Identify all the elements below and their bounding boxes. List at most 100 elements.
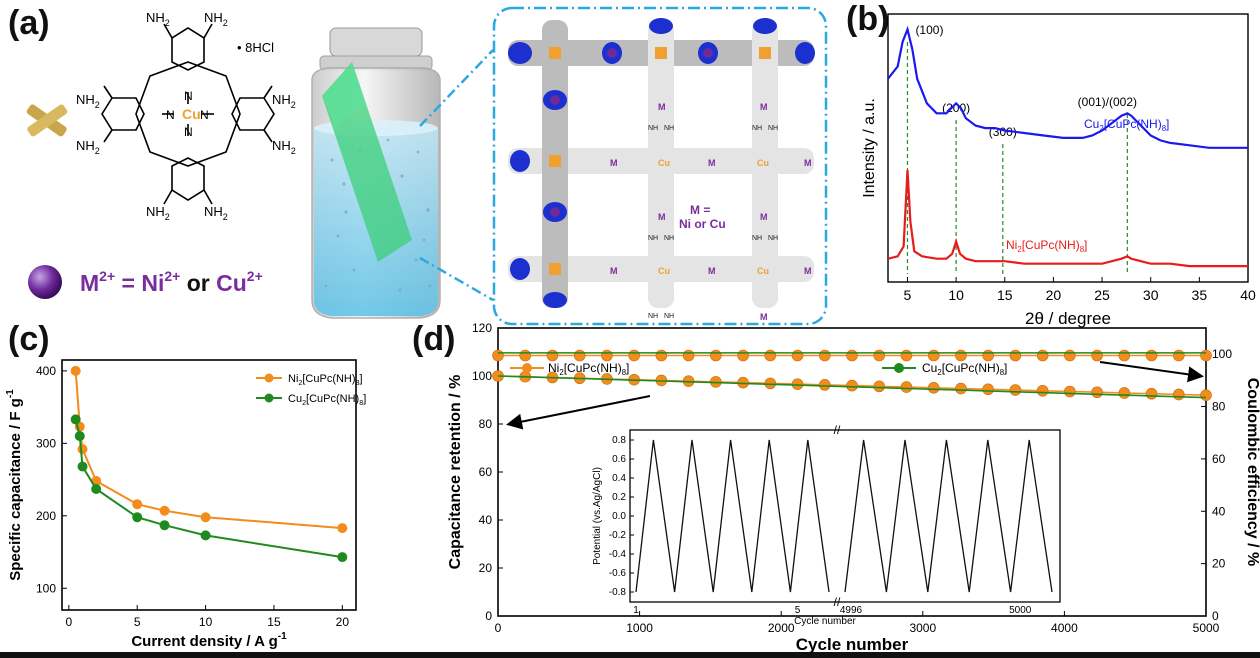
panel-c-point-cu (70, 414, 81, 425)
svg-text:NH2: NH2 (204, 204, 228, 222)
panel-d-ytick-right-label: 80 (1212, 400, 1226, 414)
svg-text:NH: NH (752, 125, 762, 132)
panel-d-inset: 0.8 0.6 0.4 0.2 0.0 -0.2 -0.4 -0.6 -0.8 Potential… (592, 423, 1061, 627)
panel-c-xtick-label: 15 (267, 615, 281, 629)
panel-d-xtick-label: 2000 (768, 621, 795, 635)
panel-d-inset-axis-break: // (834, 595, 841, 609)
mof-cu-label-4: Cu (757, 266, 769, 276)
panel-c-xlabel: Current density / A g-1 (131, 631, 287, 650)
panel-d-efficiency-ni-point (1064, 349, 1076, 362)
panel-d-retention-ni-point (1118, 387, 1131, 399)
panel-d-efficiency-ni-point (1145, 349, 1158, 362)
panel-b-xtick-label: 20 (1046, 287, 1062, 303)
ring-n-top: N (184, 89, 193, 103)
panel-d-ytick-label: 20 (479, 561, 493, 575)
panel-b-xtick-label: 40 (1240, 287, 1256, 303)
svg-text:NH: NH (768, 235, 778, 242)
panel-d-legend-ni-marker (522, 363, 532, 373)
panel-d-efficiency-ni-point (682, 349, 695, 362)
metal-ion-legend: M2+ = Ni2+ or Cu2+ (80, 268, 263, 296)
panel-d-efficiency-ni-point (737, 349, 749, 362)
panel-d-retention-ni-point (982, 383, 994, 396)
panel-b-ylabel: Intensity / a.u. (861, 98, 878, 198)
panel-d-xlabel: Cycle number (796, 635, 909, 654)
panel-b-label: (b) (846, 0, 889, 38)
panel-d-efficiency-ni-point (927, 349, 940, 362)
panel-d-inset-ytick-label: -0.6 (609, 568, 627, 579)
panel-c-point-ni (159, 505, 170, 516)
panel-d-retention-ni-point (1172, 388, 1185, 401)
bottom-border (0, 652, 1260, 658)
panel-c-point-cu (74, 431, 85, 442)
mof-cu-label-1: Cu (658, 158, 670, 168)
panel-d-efficiency-ni-point (1036, 349, 1049, 362)
panel-d-arrow-right (1099, 361, 1204, 383)
panel-b-series-cu (887, 25, 1248, 149)
panel-c-point-cu (132, 512, 143, 523)
panel-b-peak-label: (001)/(002) (1078, 95, 1137, 109)
svg-text:M: M (658, 102, 666, 112)
svg-text:NH: NH (664, 235, 674, 242)
panel-d-retention-ni-point (900, 381, 913, 393)
panel-a: (a) Cu N N N N NH2 NH2 NH2 NH2 NH (8, 4, 828, 326)
panel-d-retention-ni-point (846, 379, 858, 392)
panel-d-efficiency-ni-point (601, 349, 613, 362)
panel-c-series-cu-line (74, 419, 343, 559)
panel-b-xtick-label: 25 (1094, 287, 1110, 303)
svg-text:NH2: NH2 (76, 92, 100, 110)
linker-icon (26, 104, 68, 137)
panel-d-arrow-left (506, 395, 651, 430)
panel-d-efficiency-ni-point (710, 349, 722, 362)
panel-c-legend-cu: Cu2[CuPc(NH)8] (288, 393, 366, 407)
panel-c-point-ni (132, 499, 143, 510)
panel-d-retention-ni-point (1064, 385, 1076, 398)
panel-d-xtick-label: 0 (495, 621, 502, 635)
panel-d-efficiency-ni-point (1118, 349, 1131, 362)
panel-d-cycling-chart: (d)0 1000 2000 3000 4000 50000204060801001200… (412, 320, 1260, 654)
panel-b-label-ni: Ni2[CuPc(NH)8] (1006, 238, 1087, 254)
ring-n-left: N (166, 108, 175, 122)
svg-text:M: M (760, 102, 768, 112)
panel-d-ytick-label: 100 (472, 369, 492, 383)
panel-b-xlabel: 2θ / degree (1025, 309, 1111, 328)
panel-d-retention-cu-line (497, 375, 1207, 399)
panel-d-efficiency-ni-point (955, 349, 967, 362)
panel-d-inset-xlabel: Cycle number (794, 616, 856, 627)
panel-d-inset-ytick-label: 0.4 (612, 473, 626, 484)
panel-c-xtick-label: 5 (134, 615, 141, 629)
panel-c-point-cu (91, 483, 102, 494)
callout-line-bottom (419, 256, 494, 302)
panel-d-label: (d) (412, 320, 455, 358)
panel-c-ylabel: Specific capacitance / F g-1 (5, 389, 24, 581)
ring-n-bottom: N (184, 125, 193, 139)
mof-cu-label-3: Cu (658, 266, 670, 276)
panel-d-inset-ytick-label: -0.4 (609, 549, 627, 560)
panel-b-xtick-label: 30 (1143, 287, 1159, 303)
panel-d-inset-ytick-label: -0.8 (609, 587, 627, 598)
panel-d-inset-ytick-label: 0.0 (612, 511, 626, 522)
panel-d-xtick-label: 4000 (1051, 621, 1078, 635)
panel-d-retention-ni-point (764, 377, 777, 390)
panel-c-point-cu (159, 520, 170, 531)
panel-b-xrd-chart: (b) 5 10 15 20 25 30 35 40 2θ / degree Intensity /… (846, 0, 1256, 328)
panel-d-efficiency-ni-point (764, 349, 777, 362)
panel-d-efficiency-ni-point (873, 349, 886, 362)
panel-d-retention-ni-point (1009, 384, 1022, 396)
panel-c-point-ni (337, 523, 348, 534)
callout-line-top (419, 49, 494, 127)
panel-d-efficiency-ni-point (1091, 349, 1103, 362)
panel-d-retention-ni-point (818, 379, 831, 391)
svg-text:NH: NH (768, 125, 778, 132)
panel-c-ytick-label: 100 (36, 581, 56, 595)
panel-c-xtick-label: 10 (199, 615, 213, 629)
reaction-jar-illustration (311, 27, 441, 319)
svg-text:NH2: NH2 (272, 92, 296, 110)
panel-d-inset-wave-start (635, 439, 830, 593)
svg-text:M: M (804, 266, 812, 276)
panel-d-efficiency-ni-point (628, 349, 640, 362)
svg-text:NH: NH (664, 125, 674, 132)
svg-text:NH: NH (752, 235, 762, 242)
panel-b-label-cu: Cu2[CuPc(NH)8] (1084, 117, 1169, 133)
ring-n-right: N (200, 108, 209, 122)
panel-d-retention-ni-point (955, 382, 967, 395)
